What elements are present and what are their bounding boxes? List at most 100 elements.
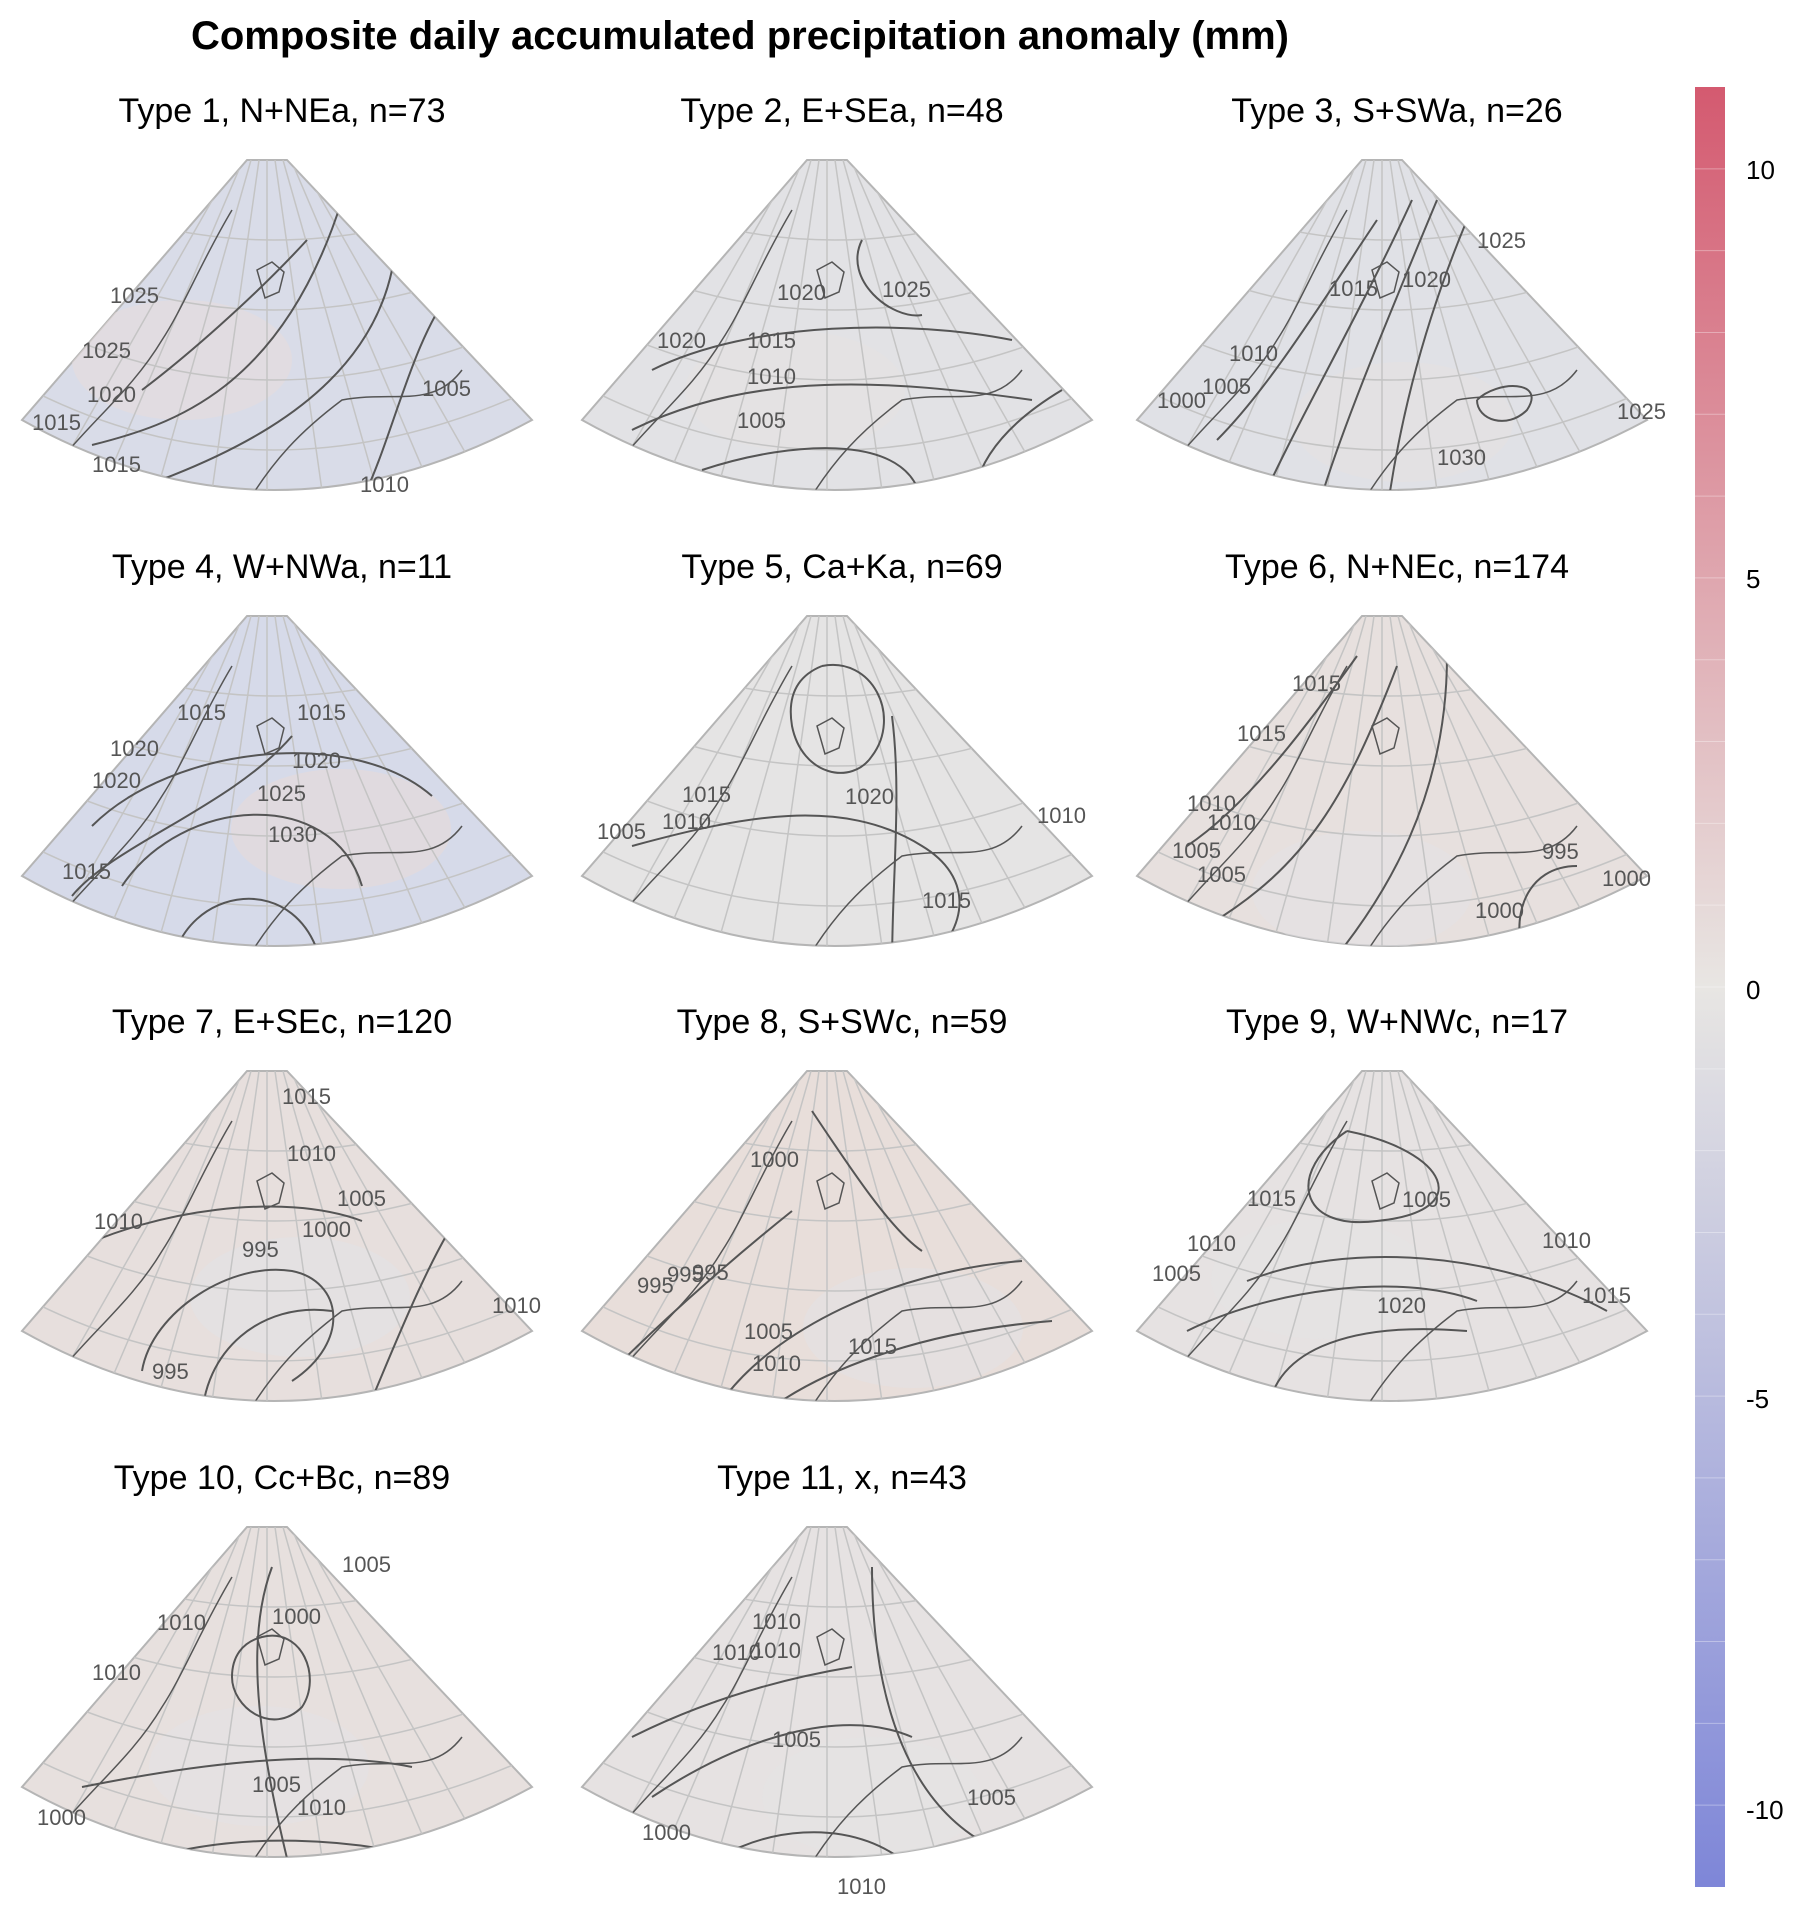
isobar-label: 1015 [747,328,796,353]
isobar-line [631,383,1033,431]
svalbard-coastline [816,261,845,300]
svalbard-coastline [816,717,845,756]
isobar-label: 1005 [342,1552,391,1577]
isobar-line [971,389,1063,490]
meridian-line [204,1071,260,1401]
parallel-line [22,1746,532,1818]
isobar-label: 1015 [922,888,971,913]
isobar-line [141,239,308,391]
scandinavia-coastline [801,1736,1023,1857]
isobar-label: 1000 [302,1217,351,1242]
isobar-label: 1030 [1437,445,1486,470]
isobar-line [721,1260,1023,1401]
isobar-label: 1010 [752,1351,801,1376]
isobar-line [1316,199,1438,490]
meridian-line [204,616,260,946]
meridian-line [834,160,890,490]
isobar-label: 1005 [1202,374,1251,399]
svalbard-coastline [1371,261,1400,300]
isobar-line [811,1110,923,1252]
svalbard-coastline [1371,1172,1400,1211]
map-background [1135,159,1649,491]
scandinavia-coastline [241,369,463,490]
meridian-line [1389,1071,1445,1401]
isobar-label: 1010 [712,1640,761,1665]
greenland-coastline [1166,665,1348,927]
greenland-coastline [51,1576,233,1838]
isobar-label: 1030 [268,822,317,847]
anomaly-area [803,1268,1023,1388]
isobar-line [789,663,885,774]
meridian-line [834,616,890,946]
colorbar-gradient [1695,87,1725,1887]
isobar-label: 1020 [87,382,136,407]
scandinavia-coastline [1356,1280,1578,1401]
isobar-label: 1025 [882,277,931,302]
isobar-label: 1010 [297,1795,346,1820]
isobar-label: 1000 [750,1147,799,1172]
panel-title: Type 5, Ca+Ka, n=69 [681,548,1003,586]
polar-map-panel: 1020 1020 1025 1015 1010 1005 [580,159,1094,491]
isobar-line [631,814,961,946]
isobar-label: 1015 [282,1084,331,1109]
isobar-label: 1020 [777,280,826,305]
isobar-label: 1020 [845,784,894,809]
parallel-line [582,379,1092,451]
isobar-label: 995 [692,1260,729,1285]
isobar-line [1476,385,1533,422]
scandinavia-coastline [241,1280,463,1401]
parallel-line [22,1290,532,1362]
isobar-label: 1000 [272,1604,321,1629]
figure-title: Composite daily accumulated precipitatio… [190,14,1289,58]
panel-title: Type 2, E+SEa, n=48 [680,92,1004,130]
colorbar-tick-label: 10 [1746,155,1775,185]
isobar-label: 1015 [1247,1186,1296,1211]
parallel-line [582,1290,1092,1362]
panel-title: Type 11, x, n=43 [717,1459,967,1497]
meridian-line [764,160,820,490]
isobar-label: 1010 [747,364,796,389]
isobar-line [1206,665,1398,927]
isobar-label: 1005 [252,1772,301,1797]
isobar-line [256,1566,293,1857]
isobar-label: 1005 [422,376,471,401]
isobar-label: 1010 [287,1141,336,1166]
parallel-line [22,835,532,907]
meridian-line [764,616,820,946]
isobar-label: 1010 [1229,341,1278,366]
isobar-label: 1010 [1037,803,1086,828]
isobar-label: 1015 [848,1334,897,1359]
scandinavia-coastline [801,825,1023,946]
isobar-line [91,752,433,827]
anomaly-area [1252,831,1472,946]
meridian-line [1319,160,1375,490]
isobar-label: 1000 [642,1820,691,1845]
meridian-line [842,1071,952,1401]
isobar-label: 1015 [62,859,111,884]
isobar-line [751,1320,1053,1401]
greenland-coastline [611,665,793,927]
isobar-label: 1020 [110,736,159,761]
isobar-label: 1000 [1475,898,1524,923]
isobar-label: 1005 [737,408,786,433]
isobar-line [651,326,1013,371]
colorbar-tick-label: 0 [1746,975,1761,1005]
panel-title: Type 7, E+SEc, n=120 [111,1003,453,1041]
isobar-label: 1020 [1377,1293,1426,1318]
isobar-label: 1010 [1187,791,1236,816]
isobar-label: 1015 [92,452,141,477]
meridian-line [842,1527,952,1857]
isobar-line [631,1666,853,1738]
greenland-coastline [1166,1120,1348,1382]
scandinavia-coastline [1356,369,1578,490]
greenland-coastline [611,1120,793,1382]
map-background [20,1070,534,1402]
parallel-line [1137,379,1647,451]
greenland-coastline [51,209,233,471]
isobar-label: 1005 [744,1319,793,1344]
isobar-line [1246,1256,1608,1312]
isobar-label: 1005 [967,1785,1016,1810]
